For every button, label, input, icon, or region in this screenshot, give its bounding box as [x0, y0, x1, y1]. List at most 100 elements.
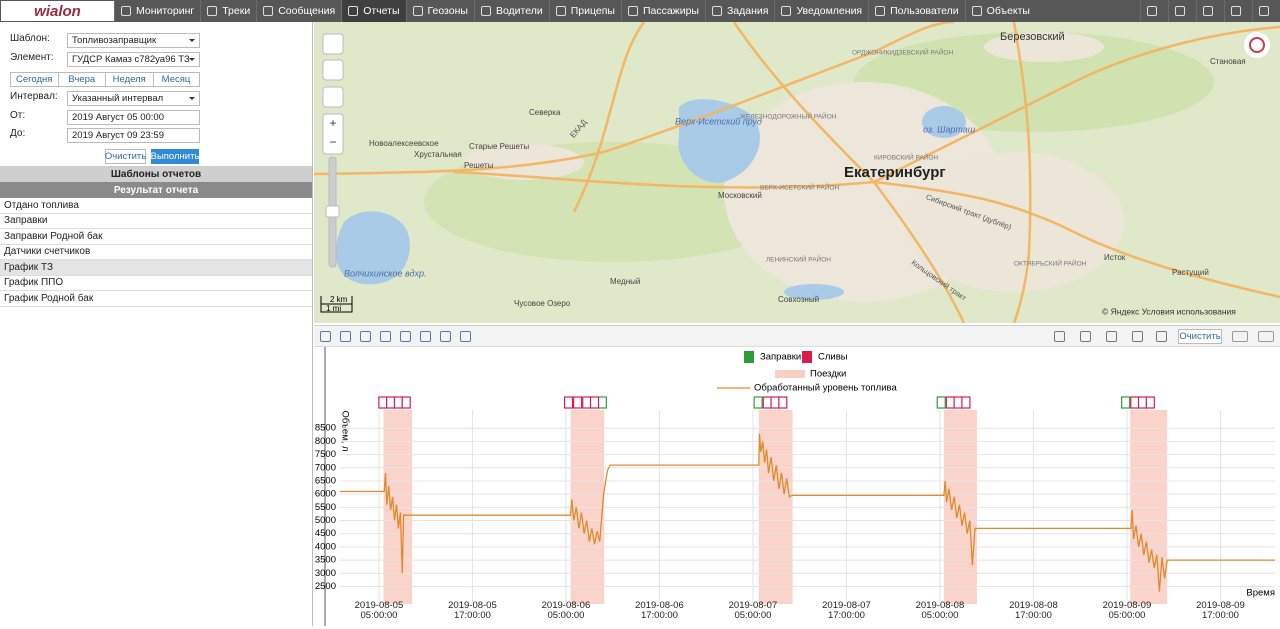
x-tick-label: 2019-08-08 17:00:00 — [1009, 600, 1058, 621]
nav-label: Геозоны — [427, 5, 468, 17]
range-button[interactable]: Сегодня — [10, 72, 59, 87]
map-label: Хрустальная — [414, 150, 462, 159]
chart-clear-button[interactable]: Очистить — [1178, 329, 1222, 344]
y-tick-label: 6500 — [315, 475, 336, 486]
svg-text:+: + — [329, 116, 336, 130]
export-icon[interactable] — [1132, 331, 1143, 342]
tool-icon[interactable] — [440, 331, 451, 342]
from-input[interactable]: 2019 Август 05 00:00 — [67, 110, 200, 125]
execute-button[interactable]: Выполнить — [150, 149, 200, 164]
range-button[interactable]: Вчера — [57, 72, 106, 87]
nav-item[interactable]: Объекты — [964, 0, 1036, 22]
result-item[interactable]: Датчики счетчиков — [0, 245, 312, 260]
export-icon[interactable] — [1106, 331, 1117, 342]
nav-tool[interactable] — [1196, 0, 1224, 22]
nav-item[interactable]: Мониторинг — [114, 0, 200, 22]
nav-icon — [711, 6, 722, 16]
x-tick-label: 2019-08-06 17:00:00 — [635, 600, 684, 621]
nav-tool[interactable] — [1168, 0, 1196, 22]
templates-header[interactable]: Шаблоны отчетов — [0, 166, 312, 182]
y-tick-label: 6000 — [315, 489, 336, 500]
range-button[interactable]: Месяц — [152, 72, 200, 87]
result-header[interactable]: Результат отчета — [0, 182, 312, 198]
nav-icon — [412, 6, 423, 16]
x-tick-label: 2019-08-08 05:00:00 — [915, 600, 965, 621]
nav-item[interactable]: Водители — [473, 0, 549, 22]
zoom-handle[interactable] — [325, 205, 340, 218]
tool-icon[interactable] — [340, 331, 351, 342]
event-icon — [589, 396, 600, 409]
logo[interactable]: wialon — [1, 1, 114, 21]
nav-tool[interactable] — [1224, 0, 1252, 22]
y-tick-label: 7000 — [315, 462, 336, 473]
nav-label: Сообщения — [278, 5, 336, 17]
nav-icon — [348, 6, 359, 16]
y-tick-label: 3000 — [315, 568, 336, 579]
nav-label: Пассажиры — [642, 5, 699, 17]
legend-trip-swatch — [775, 370, 805, 378]
nav-item[interactable]: Задания — [704, 0, 775, 22]
y-tick-label: 7500 — [315, 449, 336, 460]
chart-plot: Объем, л Время 2500 3000 3500 4000 4500 5000 5… — [315, 347, 1275, 626]
result-item[interactable]: График ППО — [0, 276, 312, 291]
map-label: Екатеринбург — [844, 164, 946, 181]
nav-item[interactable]: Пользователи — [868, 0, 965, 22]
x-tick-label: 2019-08-09 17:00:00 — [1196, 600, 1245, 621]
fuel-line — [340, 433, 1275, 592]
export-icon[interactable] — [1080, 331, 1091, 342]
nav-item[interactable]: Отчеты — [341, 0, 406, 22]
map-attribution[interactable]: © Яндекс Условия использования — [1102, 306, 1236, 316]
nav-item[interactable]: Треки — [200, 0, 256, 22]
tool-icon[interactable] — [420, 331, 431, 342]
map-label: Ленинский район — [766, 255, 831, 264]
tool-icon[interactable] — [400, 331, 411, 342]
result-item[interactable]: Отдано топлива — [0, 198, 312, 214]
tool-icon[interactable] — [380, 331, 391, 342]
nav-item[interactable]: Пассажиры — [620, 0, 705, 22]
result-item[interactable]: График ТЗ — [0, 260, 312, 276]
event-icon — [1121, 396, 1131, 409]
tool-icon[interactable] — [320, 331, 331, 342]
nav-item[interactable]: Геозоны — [405, 0, 474, 22]
x-tick-label: 2019-08-05 17:00:00 — [448, 600, 497, 621]
nav-icon — [121, 6, 131, 16]
range-button[interactable]: Неделя — [105, 72, 154, 87]
map-type-button[interactable] — [322, 86, 344, 108]
lake — [335, 211, 410, 285]
view-icon[interactable] — [1232, 331, 1248, 342]
event-icon — [961, 396, 971, 409]
nav-icon — [480, 6, 491, 16]
zoom-buttons[interactable] — [322, 113, 344, 155]
tool-icon[interactable] — [360, 331, 371, 342]
layers-button[interactable] — [322, 59, 344, 81]
event-icon — [573, 396, 583, 409]
interval-select[interactable]: Указанный интервал — [67, 91, 200, 106]
nav-item[interactable]: Прицепы — [548, 0, 621, 22]
search-button[interactable] — [322, 33, 344, 55]
result-item[interactable]: График Родной бак — [0, 291, 312, 307]
map-label: Верх-Исетский пруд — [675, 116, 762, 126]
view-icon[interactable] — [1258, 331, 1274, 342]
nav-item[interactable]: Уведомления — [774, 0, 868, 22]
map-label: Совхозный — [778, 295, 819, 304]
result-item[interactable]: Заправки Родной бак — [0, 229, 312, 245]
map-label: Московский — [718, 191, 762, 200]
nav-item[interactable]: Сообщения — [256, 0, 341, 22]
element-select[interactable]: ГУДСР Камаз с782уа96 ТЗ — [67, 52, 200, 67]
nav-tool[interactable] — [1252, 0, 1280, 22]
event-icon — [563, 396, 574, 409]
nav-tool[interactable] — [1140, 0, 1168, 22]
template-select[interactable]: Топливозаправщик — [67, 33, 200, 48]
clear-button[interactable]: Очистить — [104, 149, 147, 164]
y-tick-label: 8500 — [315, 423, 336, 434]
legend-label: Сливы — [818, 352, 848, 363]
x-tick-label: 2019-08-05 05:00:00 — [354, 600, 404, 621]
tool-icon[interactable] — [460, 331, 471, 342]
event-icon — [378, 396, 388, 409]
event-icon — [393, 396, 404, 409]
to-input[interactable]: 2019 Август 09 23:59 — [67, 128, 200, 143]
export-icon[interactable] — [1156, 331, 1167, 342]
event-icon — [945, 396, 955, 409]
export-icon[interactable] — [1054, 331, 1065, 342]
result-item[interactable]: Заправки — [0, 214, 312, 229]
